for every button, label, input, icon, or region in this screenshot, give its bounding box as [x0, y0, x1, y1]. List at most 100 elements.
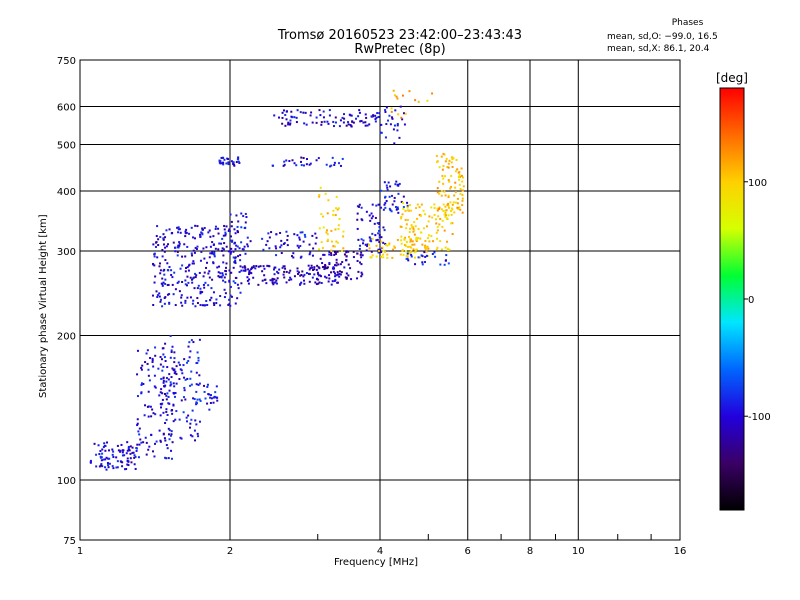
scatter-point — [419, 237, 422, 240]
scatter-point — [431, 216, 434, 219]
scatter-point — [289, 122, 292, 125]
scatter-point — [180, 294, 183, 297]
scatter-point — [252, 266, 255, 269]
scatter-point — [406, 252, 409, 255]
scatter-point — [452, 157, 455, 160]
scatter-point — [390, 116, 393, 119]
scatter-point — [144, 404, 147, 407]
scatter-point — [273, 114, 276, 117]
scatter-point — [330, 249, 333, 252]
scatter-point — [433, 251, 436, 254]
scatter-point — [457, 171, 460, 174]
scatter-point — [147, 448, 150, 451]
scatter-point — [334, 252, 337, 255]
scatter-point — [408, 235, 411, 238]
scatter-point — [221, 272, 224, 275]
scatter-point — [189, 426, 192, 429]
scatter-point — [111, 453, 114, 456]
scatter-point — [136, 443, 139, 446]
scatter-point — [159, 363, 162, 366]
scatter-point — [190, 418, 193, 421]
scatter-point — [272, 164, 275, 167]
scatter-point — [210, 296, 213, 299]
scatter-point — [461, 180, 464, 183]
scatter-point — [181, 255, 184, 258]
scatter-point — [342, 235, 345, 238]
scatter-point — [209, 402, 212, 405]
scatter-point — [406, 255, 409, 258]
scatter-point — [131, 446, 134, 449]
scatter-point — [371, 232, 374, 235]
scatter-point — [104, 449, 107, 452]
scatter-point — [273, 278, 276, 281]
scatter-point — [237, 160, 240, 163]
scatter-point — [343, 266, 346, 269]
scatter-point — [99, 464, 102, 467]
scatter-point — [360, 263, 363, 266]
scatter-point — [449, 201, 452, 204]
scatter-point — [129, 452, 132, 455]
scatter-point — [93, 442, 96, 445]
scatter-point — [217, 232, 220, 235]
scatter-point — [407, 251, 410, 254]
colorbar — [719, 87, 745, 511]
scatter-point — [168, 429, 171, 432]
scatter-point — [98, 465, 101, 468]
scatter-point — [136, 395, 139, 398]
scatter-point — [376, 222, 379, 225]
scatter-point — [320, 123, 323, 126]
scatter-point — [424, 240, 427, 243]
scatter-point — [131, 451, 134, 454]
scatter-point — [309, 162, 312, 165]
scatter-point — [265, 243, 268, 246]
scatter-point — [207, 272, 210, 275]
scatter-point — [191, 409, 194, 412]
scatter-point — [289, 276, 292, 279]
scatter-point — [442, 182, 445, 185]
scatter-point — [413, 243, 416, 246]
scatter-point — [228, 230, 231, 233]
y-tick-label: 200 — [57, 332, 76, 343]
scatter-point — [436, 207, 439, 210]
scatter-point — [415, 207, 418, 210]
scatter-point — [186, 377, 189, 380]
scatter-point — [127, 445, 130, 448]
scatter-point — [244, 221, 247, 224]
scatter-point — [441, 248, 444, 251]
scatter-point — [276, 277, 279, 280]
scatter-point — [232, 280, 235, 283]
scatter-point — [410, 250, 413, 253]
scatter-point — [199, 292, 202, 295]
scatter-point — [318, 109, 321, 112]
scatter-point — [222, 163, 225, 166]
scatter-point — [136, 373, 139, 376]
scatter-point — [316, 264, 319, 267]
scatter-point — [145, 441, 148, 444]
scatter-point — [413, 221, 416, 224]
scatter-point — [345, 259, 348, 262]
scatter-point — [189, 434, 192, 437]
scatter-point — [223, 224, 226, 227]
scatter-point — [304, 235, 307, 238]
scatter-point — [187, 414, 190, 417]
scatter-point — [330, 283, 333, 286]
scatter-point — [447, 214, 450, 217]
scatter-point — [261, 279, 264, 282]
scatter-point — [386, 189, 389, 192]
scatter-point — [328, 262, 331, 265]
scatter-point — [378, 240, 381, 243]
scatter-point — [185, 267, 188, 270]
scatter-point — [281, 111, 284, 114]
scatter-point — [446, 247, 449, 250]
scatter-point — [385, 200, 388, 203]
scatter-point — [171, 276, 174, 279]
scatter-point — [318, 194, 321, 197]
scatter-point — [234, 259, 237, 262]
scatter-point — [188, 232, 191, 235]
scatter-point — [219, 272, 222, 275]
scatter-point — [101, 448, 104, 451]
scatter-point — [171, 345, 174, 348]
scatter-point — [280, 239, 283, 242]
scatter-point — [290, 110, 293, 113]
scatter-point — [441, 225, 444, 228]
